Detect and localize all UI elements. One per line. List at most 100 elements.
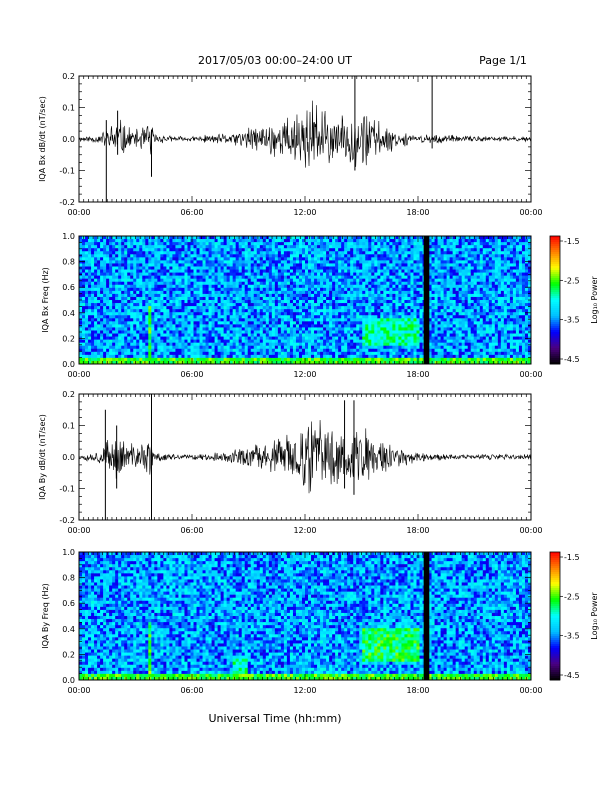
spectrogram-cell [356, 312, 360, 316]
spectrogram-cell [169, 284, 173, 289]
spectrogram-cell [190, 245, 194, 249]
spectrogram-cell [289, 303, 294, 307]
spectrogram-cell [329, 251, 333, 255]
spectrogram-cell [398, 321, 402, 325]
spectrogram-cell [338, 330, 342, 334]
spectrogram-cell [277, 315, 282, 319]
spectrogram-cell [223, 339, 228, 344]
spectrogram-cell [311, 275, 315, 280]
spectrogram-cell [326, 342, 330, 347]
spectrogram-cell [169, 278, 173, 283]
spectrogram-cell [416, 242, 420, 246]
spectrogram-cell [232, 257, 237, 261]
spectrogram-cell [413, 269, 417, 273]
spectrogram-cell [305, 254, 309, 258]
spectrogram-cell [341, 293, 345, 298]
spectrogram-cell [178, 339, 182, 344]
spectrogram-cell [317, 321, 321, 325]
spectrogram-cell [289, 266, 294, 270]
spectrogram-cell [181, 303, 185, 307]
spectrogram-cell [274, 272, 279, 277]
spectrogram-cell [301, 254, 306, 258]
spectrogram-cell [292, 236, 297, 240]
spectrogram-cell [410, 266, 414, 270]
spectrogram-cell [181, 327, 185, 331]
spectrogram-cell [148, 287, 152, 292]
spectrogram-cell [94, 318, 98, 322]
spectrogram-cell [395, 236, 399, 240]
spectrogram-cell [271, 293, 276, 298]
spectrogram-cell [311, 248, 315, 252]
spectrogram-cell [395, 248, 399, 252]
spectrogram-cell [323, 287, 327, 292]
spectrogram-cell [416, 354, 420, 359]
spectrogram-cell [407, 312, 411, 316]
spectrogram-cell [238, 303, 243, 307]
spectrogram-cell [79, 300, 83, 304]
spectrogram-cell [292, 239, 297, 243]
spectrogram-cell [127, 278, 131, 283]
spectrogram-cell [280, 290, 285, 295]
spectrogram-cell [181, 266, 185, 270]
spectrogram-cell [320, 333, 324, 337]
spectrogram-cell [202, 333, 206, 337]
spectrogram-cell [305, 263, 309, 267]
spectrogram-cell [305, 348, 309, 353]
spectrogram-cell [404, 281, 408, 286]
spectrogram-cell [323, 254, 327, 258]
spectrogram-cell [136, 348, 140, 353]
spectrogram-cell [148, 293, 152, 298]
spectrogram-cell [404, 269, 408, 273]
spectrogram-cell [160, 260, 164, 264]
spectrogram-cell [283, 324, 288, 328]
spectrogram-cell [244, 324, 249, 328]
spectrogram-cell [323, 300, 327, 304]
spectrogram-cell [145, 348, 149, 353]
spectrogram-cell [169, 357, 173, 362]
spectrogram-cell [106, 287, 110, 292]
spectrogram-cell [199, 312, 203, 316]
spectrogram-cell [350, 321, 354, 325]
spectrogram-cell [371, 236, 375, 240]
spectrogram-cell [332, 287, 336, 292]
spectrogram-cell [208, 290, 212, 295]
spectrogram-cell [353, 281, 357, 286]
spectrogram-cell [241, 336, 246, 341]
spectrogram-cell [256, 303, 261, 307]
spectrogram-cell [226, 263, 231, 267]
spectrogram-cell [338, 354, 342, 359]
spectrogram-cell [160, 284, 164, 289]
spectrogram-cell [347, 275, 351, 280]
spectrogram-cell [238, 239, 243, 243]
spectrogram-cell [232, 251, 237, 255]
spectrogram-cell [160, 239, 164, 243]
spectrogram-cell [247, 354, 252, 359]
spectrogram-cell [250, 290, 255, 295]
spectrogram-cell [208, 309, 212, 313]
spectrogram-cell [365, 306, 369, 310]
spectrogram-cell [124, 242, 128, 246]
spectrogram-cell [265, 351, 270, 356]
spectrogram-cell [368, 351, 372, 356]
spectrogram-cell [298, 293, 303, 298]
spectrogram-cell [407, 278, 411, 283]
spectrogram-cell [338, 300, 342, 304]
spectrogram-cell [220, 260, 225, 264]
spectrogram-cell [356, 272, 360, 277]
spectrogram-cell [127, 290, 131, 295]
spectrogram-cell [109, 236, 113, 240]
spectrogram-cell [301, 257, 306, 261]
spectrogram-cell [214, 275, 219, 280]
spectrogram-cell [341, 242, 345, 246]
spectrogram-cell [298, 330, 303, 334]
spectrogram-cell [283, 263, 288, 267]
spectrogram-cell [277, 257, 282, 261]
spectrogram-cell [151, 324, 155, 328]
spectrogram-cell [338, 303, 342, 307]
spectrogram-cell [289, 357, 294, 362]
spectrogram-cell [353, 287, 357, 292]
spectrogram-cell [238, 315, 243, 319]
spectrogram-cell [244, 309, 249, 313]
spectrogram-cell [311, 333, 315, 337]
spectrogram-cell [154, 287, 158, 292]
